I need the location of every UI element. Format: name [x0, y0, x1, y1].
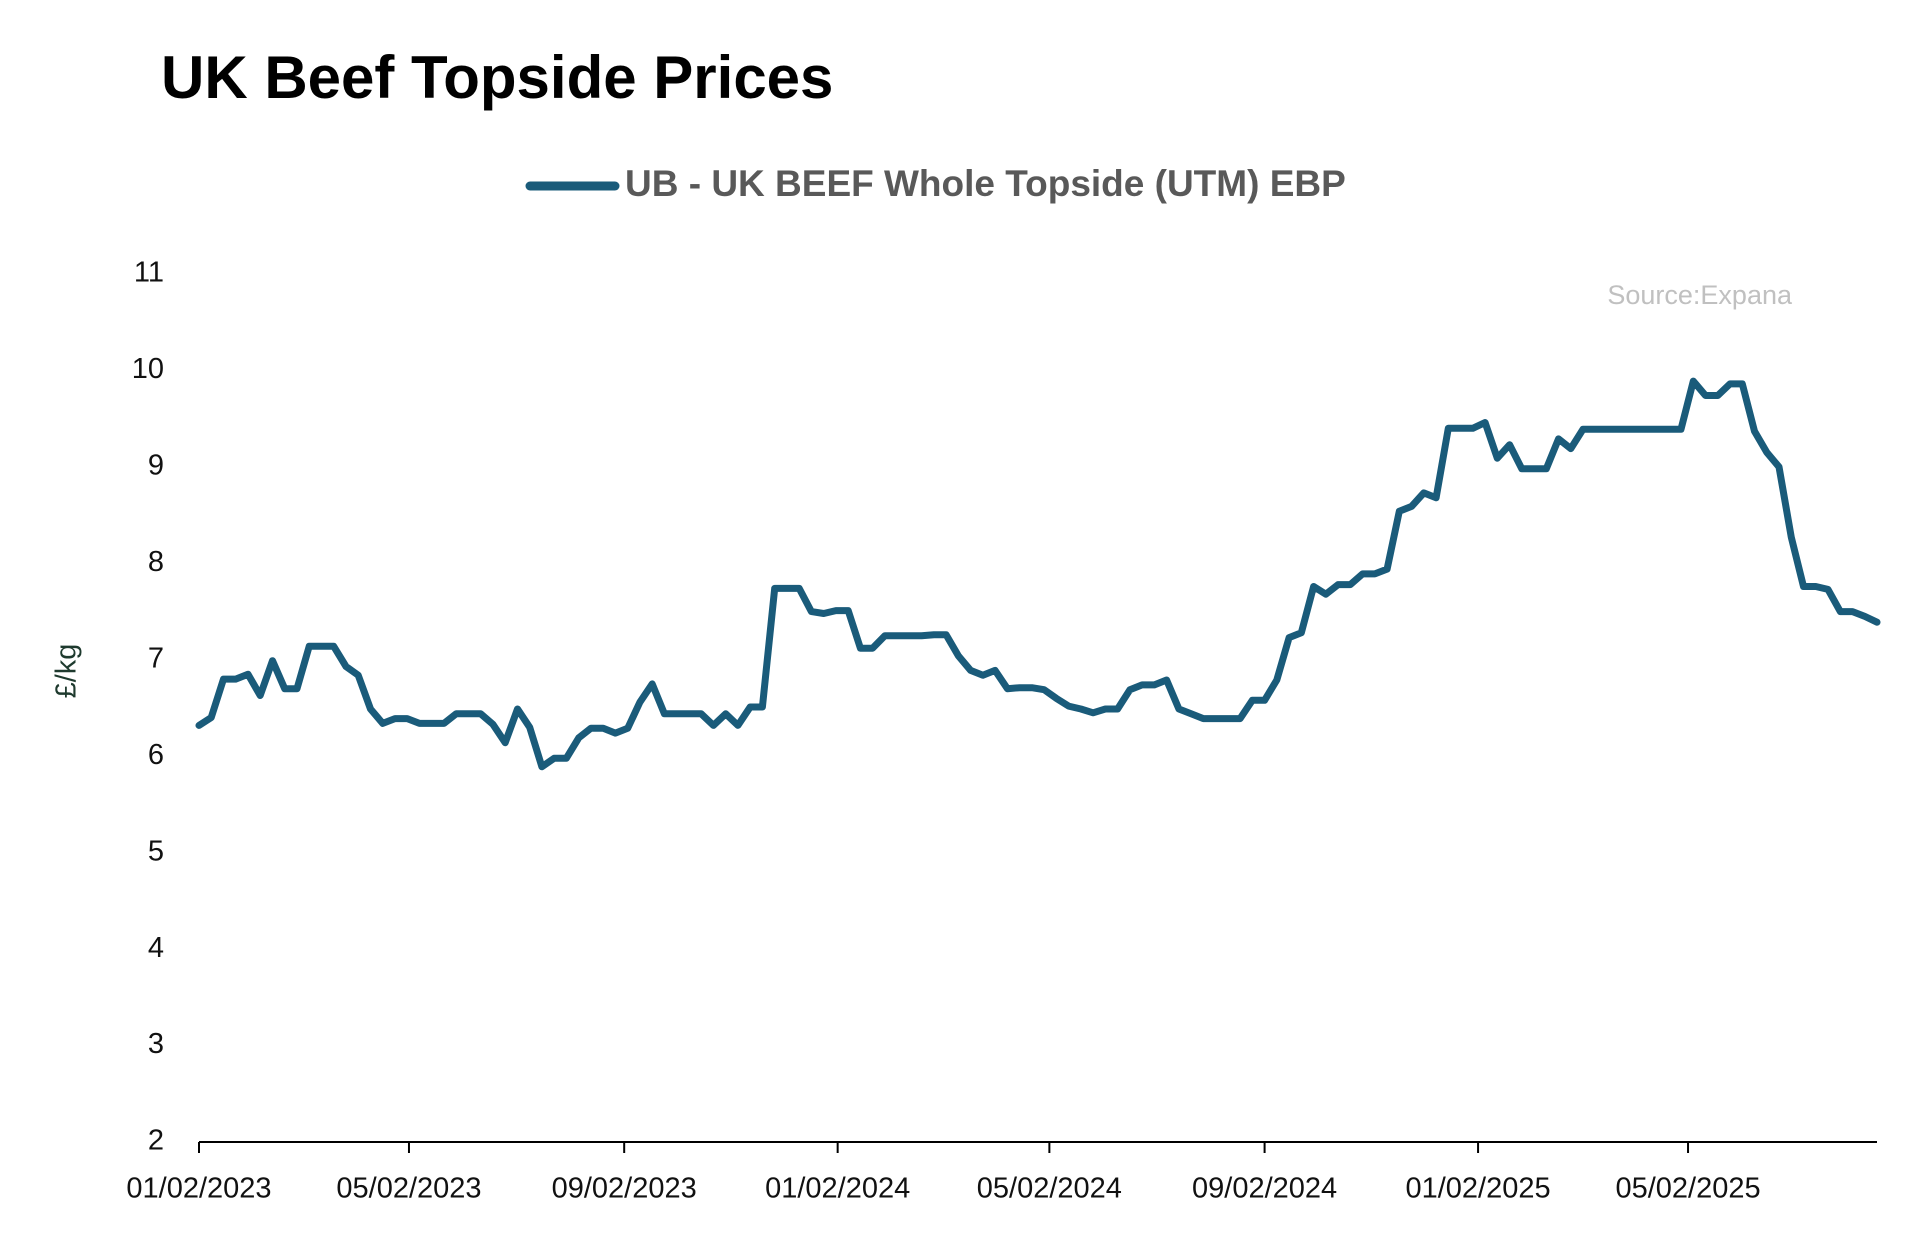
x-tick-label: 05/02/2025	[1615, 1173, 1760, 1205]
y-tick-label: 8	[148, 546, 164, 578]
y-tick-label: 3	[148, 1028, 164, 1060]
y-tick-label: 5	[148, 835, 164, 867]
y-tick-label: 7	[148, 642, 164, 674]
source-note: Source:Expana	[1607, 280, 1793, 310]
legend-label: UB - UK BEEF Whole Topside (UTM) EBP	[625, 163, 1346, 204]
series-line	[195, 377, 1881, 771]
y-tick-label: 6	[148, 739, 164, 771]
x-tick-label: 09/02/2024	[1192, 1173, 1337, 1205]
y-tick-label: 2	[148, 1125, 164, 1157]
x-tick-label: 09/02/2023	[552, 1173, 697, 1205]
y-tick-label: 4	[148, 932, 164, 964]
x-tick-label: 01/02/2023	[126, 1173, 271, 1205]
x-tick-label: 05/02/2023	[336, 1173, 481, 1205]
y-tick-label: 10	[132, 353, 164, 385]
chart-title: UK Beef Topside Prices	[161, 44, 833, 111]
y-tick-label: 9	[148, 450, 164, 482]
x-tick-label: 01/02/2025	[1405, 1173, 1550, 1205]
y-tick-label: 11	[134, 257, 164, 289]
x-tick-label: 01/02/2024	[765, 1173, 910, 1205]
x-tick-label: 05/02/2024	[977, 1173, 1122, 1205]
y-axis-label: £/kg	[51, 644, 83, 699]
